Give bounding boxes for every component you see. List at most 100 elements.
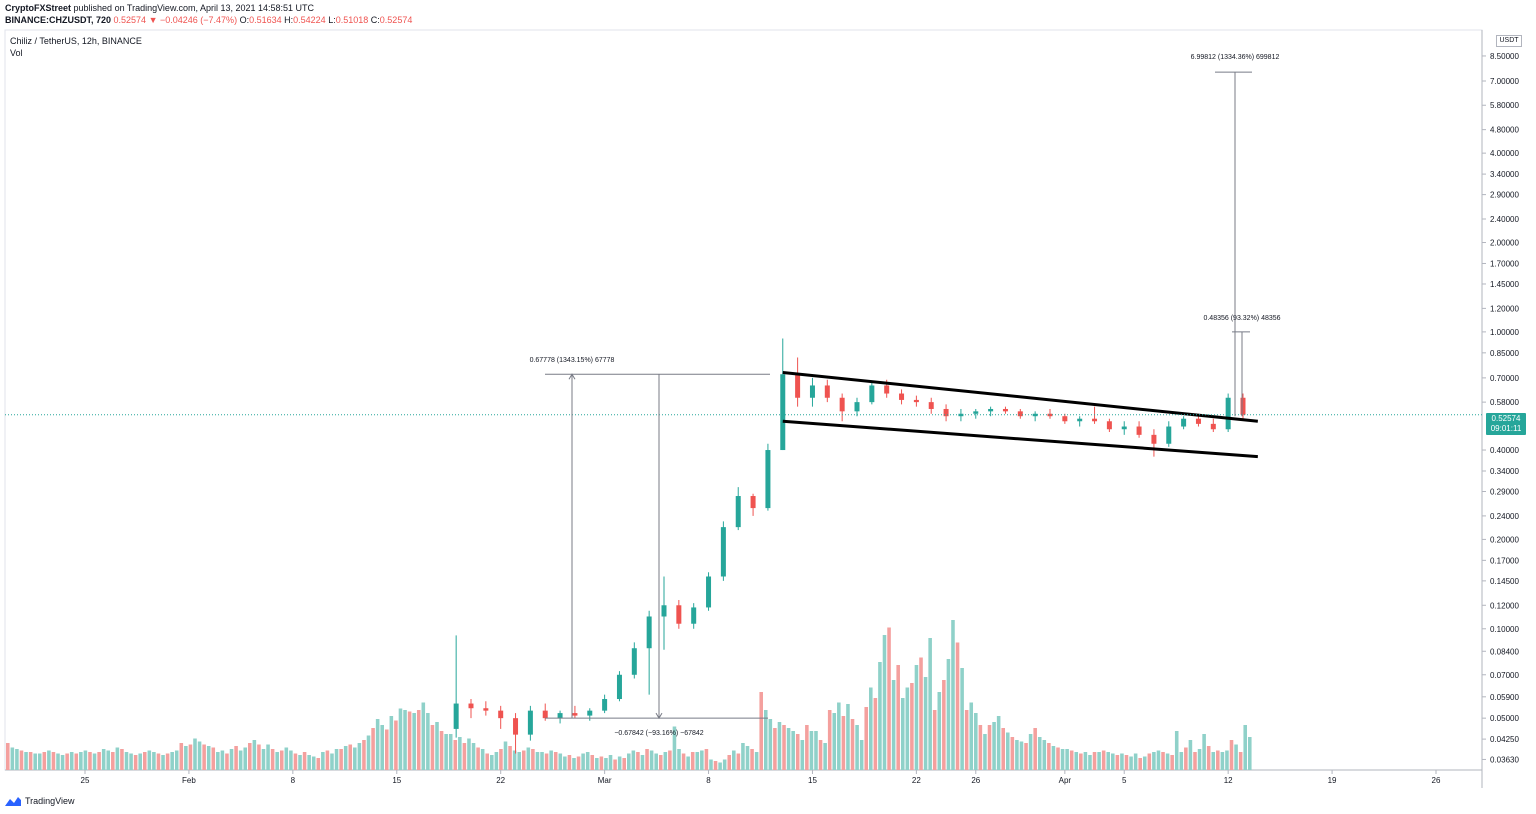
volume-bar xyxy=(960,668,964,770)
volume-bar xyxy=(604,758,608,770)
volume-bar xyxy=(284,747,289,770)
tradingview-logo[interactable]: TradingView xyxy=(5,796,75,806)
candle-body xyxy=(809,385,815,398)
candle-body xyxy=(973,411,979,414)
volume-bar xyxy=(416,710,421,770)
volume-bar xyxy=(174,750,179,770)
volume-bar xyxy=(955,642,960,770)
volume-bar xyxy=(316,758,321,770)
volume-bar xyxy=(1193,752,1197,770)
volume-bar xyxy=(353,747,357,770)
volume-bar xyxy=(439,731,444,770)
volume-bar xyxy=(1138,758,1142,770)
volume-bar xyxy=(508,746,512,770)
volume-bar xyxy=(74,753,79,770)
volume-bar xyxy=(476,747,480,770)
volume-bar xyxy=(279,750,284,770)
y-tick-label: 2.00000 xyxy=(1490,239,1519,248)
volume-bar xyxy=(1092,752,1097,770)
volume-bar xyxy=(211,747,216,770)
volume-bar xyxy=(859,740,864,770)
currency-badge[interactable]: USDT xyxy=(1496,35,1522,47)
candle-body xyxy=(453,703,459,729)
volume-bar xyxy=(101,749,106,770)
volume-bar xyxy=(88,752,92,770)
volume-bar xyxy=(56,753,60,770)
volume-bar xyxy=(690,752,695,770)
x-tick-label: 19 xyxy=(1328,776,1337,785)
volume-bar xyxy=(184,746,188,770)
volume-bar xyxy=(229,749,234,770)
candle-body xyxy=(1002,408,1008,412)
volume-bar xyxy=(1238,752,1243,770)
candle-body xyxy=(780,374,786,451)
volume-bar xyxy=(951,620,955,770)
y-tick-label: 0.34000 xyxy=(1490,467,1519,476)
volume-bar xyxy=(809,731,814,770)
volume-bar xyxy=(837,702,841,770)
x-tick-label: 15 xyxy=(808,776,817,785)
volume-bar xyxy=(193,738,197,770)
volume-bar xyxy=(1069,750,1074,770)
candle-body xyxy=(557,713,563,719)
volume-bar xyxy=(220,750,225,770)
volume-bar xyxy=(969,702,974,770)
bar-countdown: 09:01:11 xyxy=(1490,424,1522,433)
volume-bar xyxy=(179,743,184,770)
volume-bar xyxy=(608,755,613,770)
x-tick-label: 22 xyxy=(496,776,505,785)
volume-bar xyxy=(681,753,686,770)
volume-bar xyxy=(905,687,910,770)
volume-bar xyxy=(599,756,604,770)
volume-bar xyxy=(750,749,754,770)
volume-bar xyxy=(1083,752,1088,770)
volume-bar xyxy=(773,728,777,770)
volume-bar xyxy=(1079,753,1083,770)
volume-bar xyxy=(1060,749,1065,770)
volume-bar xyxy=(1202,734,1206,770)
volume-bar xyxy=(1019,741,1024,770)
author-name[interactable]: CryptoFXStreet xyxy=(5,3,72,13)
plot-frame xyxy=(4,29,1483,771)
candle-body xyxy=(1121,426,1127,430)
price-change: ▼ −0.04246 (−7.47%) xyxy=(148,15,238,25)
volume-bar xyxy=(636,752,640,770)
candle-body xyxy=(483,708,489,711)
y-tick-label: 3.40000 xyxy=(1490,170,1519,179)
volume-bar xyxy=(343,746,348,770)
candle-body xyxy=(1032,413,1038,417)
candle-body xyxy=(1136,426,1142,435)
volume-bar xyxy=(841,716,846,770)
volume-bar xyxy=(978,725,983,770)
volume-bar xyxy=(47,750,51,770)
volume-bar xyxy=(471,743,476,770)
candle-body xyxy=(587,710,593,716)
volume-bar xyxy=(887,627,891,770)
volume-bar xyxy=(357,743,362,770)
volume-bar xyxy=(362,740,366,770)
volume-bar xyxy=(686,756,690,770)
candle-body xyxy=(1106,421,1112,430)
volume-bar xyxy=(257,744,261,770)
volume-bar xyxy=(458,737,462,770)
candle-body xyxy=(1195,418,1201,424)
y-tick-label: 0.05900 xyxy=(1490,693,1519,702)
volume-bar xyxy=(864,707,869,770)
volume-bar xyxy=(645,749,649,770)
volume-bar xyxy=(430,725,435,770)
symbol-code: BINANCE:CHZUSDT, 720 xyxy=(5,15,112,25)
x-tick-label: 8 xyxy=(706,776,711,785)
current-price-value: 0.52574 xyxy=(1491,414,1521,423)
high-label: H: xyxy=(284,15,294,25)
volume-bar xyxy=(152,752,156,770)
volume-bar xyxy=(138,753,142,770)
volume-bar xyxy=(1047,743,1051,770)
volume-bar xyxy=(485,753,490,770)
volume-bar xyxy=(1197,749,1202,770)
candle-body xyxy=(720,527,726,577)
volume-bar xyxy=(453,740,458,770)
volume-bar xyxy=(992,722,996,770)
volume-bar xyxy=(668,750,672,770)
y-tick-label: 0.14500 xyxy=(1490,577,1519,586)
